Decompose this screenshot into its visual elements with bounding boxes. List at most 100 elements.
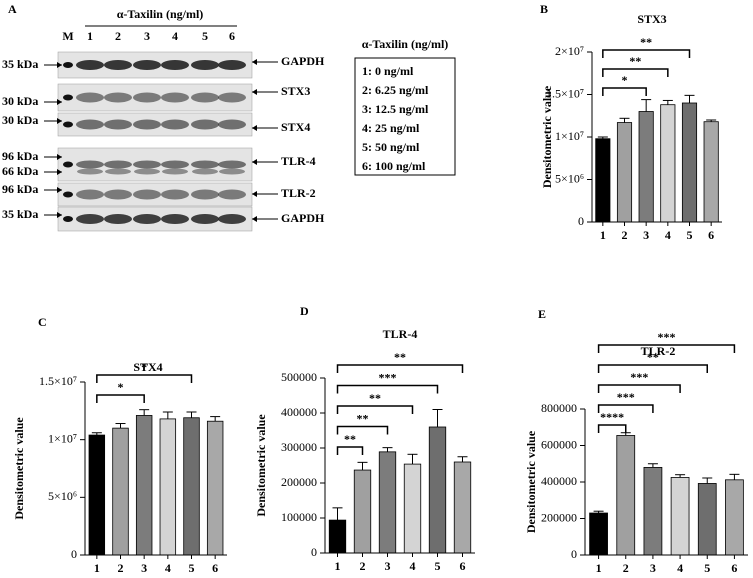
- lane-label: 6: [229, 29, 235, 43]
- significance-bracket: [96, 394, 145, 403]
- blot-band: [133, 160, 161, 169]
- arrow-head: [57, 187, 62, 193]
- x-tick-label: 2: [623, 561, 629, 575]
- marker-band: [63, 216, 73, 222]
- blot-band: [218, 189, 246, 200]
- blot-band: [133, 92, 161, 103]
- blot-band: [133, 119, 161, 130]
- significance-bracket: [597, 364, 708, 373]
- x-tick-label: 6: [731, 561, 737, 575]
- y-tick-label: 5×10⁶: [48, 489, 77, 503]
- significance-label: **: [647, 350, 659, 364]
- chart-title: TLR-4: [383, 327, 418, 341]
- x-tick-label: 2: [118, 561, 124, 575]
- treatment-label: α-Taxilin (ng/ml): [117, 7, 204, 21]
- significance-label: **: [369, 391, 381, 405]
- blot-band: [161, 119, 189, 130]
- x-tick-label: 5: [189, 561, 195, 575]
- bar: [616, 435, 636, 556]
- bar: [660, 104, 676, 223]
- arrow-head: [57, 99, 62, 105]
- y-axis-label: Densitometric value: [254, 414, 268, 517]
- lane-label: 1: [87, 29, 93, 43]
- x-tick-label: 2: [622, 228, 628, 242]
- blot-band: [104, 119, 132, 130]
- blot-band: [218, 60, 246, 70]
- blot-band: [218, 214, 246, 224]
- x-tick-label: 2: [360, 559, 366, 573]
- bar: [453, 461, 472, 554]
- blot-band: [161, 189, 189, 200]
- y-tick-label: 300000: [281, 440, 317, 454]
- y-tick-label: 200000: [541, 510, 577, 524]
- x-tick-label: 5: [435, 559, 441, 573]
- panel-label: B: [540, 2, 548, 16]
- x-tick-label: 4: [165, 561, 171, 575]
- blot-band: [192, 168, 218, 175]
- y-tick-label: 400000: [281, 405, 317, 419]
- x-tick-label: 1: [335, 559, 341, 573]
- blot-band: [133, 60, 161, 70]
- arrow-head: [57, 62, 62, 68]
- blot-band: [77, 168, 103, 175]
- lane-label: 5: [202, 29, 208, 43]
- blot-band: [76, 189, 104, 200]
- chart-title: STX4: [133, 360, 162, 374]
- significance-bracket: [336, 425, 389, 435]
- panel-label: C: [38, 315, 47, 329]
- y-axis-label: Densitometric value: [540, 85, 554, 188]
- significance-bracket: [336, 364, 464, 373]
- blot-band: [161, 160, 189, 169]
- blot-band: [191, 119, 219, 130]
- blot-band: [191, 92, 219, 103]
- legend-item: 2: 6.25 ng/ml: [362, 83, 429, 97]
- arrow-head: [252, 191, 257, 197]
- x-tick-label: 6: [212, 561, 218, 575]
- significance-label: *: [118, 380, 124, 394]
- significance-bracket: [597, 424, 627, 433]
- panel-label: A: [8, 2, 17, 16]
- significance-bracket: [602, 68, 669, 77]
- marker-label: M: [62, 29, 73, 43]
- blot-band: [104, 214, 132, 224]
- x-tick-label: 1: [600, 228, 606, 242]
- size-label: 96 kDa: [2, 149, 38, 163]
- chart-title: TLR-2: [641, 344, 676, 358]
- legend-item: 4: 25 ng/ml: [362, 121, 420, 135]
- blot-band: [104, 92, 132, 103]
- y-axis-label: Densitometric value: [524, 430, 538, 533]
- marker-band: [63, 62, 73, 68]
- y-tick-label: 1×10⁷: [48, 431, 77, 445]
- bar: [670, 477, 690, 556]
- significance-label: **: [357, 411, 369, 425]
- significance-label: *: [622, 73, 628, 87]
- bar: [589, 512, 608, 556]
- protein-label: TLR-2: [281, 186, 316, 200]
- y-tick-label: 0: [578, 214, 584, 228]
- blot-band: [161, 60, 189, 70]
- y-tick-label: 500000: [281, 370, 317, 384]
- y-tick-label: 100000: [281, 510, 317, 524]
- size-label: 30 kDa: [2, 94, 38, 108]
- panel-label: E: [538, 307, 546, 321]
- panel-label: D: [300, 304, 309, 318]
- blot-band: [191, 160, 219, 169]
- size-label: 35 kDa: [2, 57, 38, 71]
- blot-band: [104, 189, 132, 200]
- bar: [206, 420, 224, 556]
- bar: [643, 466, 663, 556]
- size-label: 96 kDa: [2, 182, 38, 196]
- blot-band: [218, 92, 246, 103]
- blot-band: [76, 60, 104, 70]
- bar: [135, 415, 153, 556]
- protein-label: STX4: [281, 120, 310, 134]
- y-tick-label: 1.5×10⁷: [39, 374, 77, 388]
- x-tick-label: 4: [410, 559, 416, 573]
- lane-label: 4: [172, 29, 178, 43]
- blot-band: [191, 189, 219, 200]
- significance-bracket: [597, 344, 736, 353]
- x-tick-label: 3: [643, 228, 649, 242]
- significance-label: **: [394, 350, 406, 364]
- size-label: 66 kDa: [2, 164, 38, 178]
